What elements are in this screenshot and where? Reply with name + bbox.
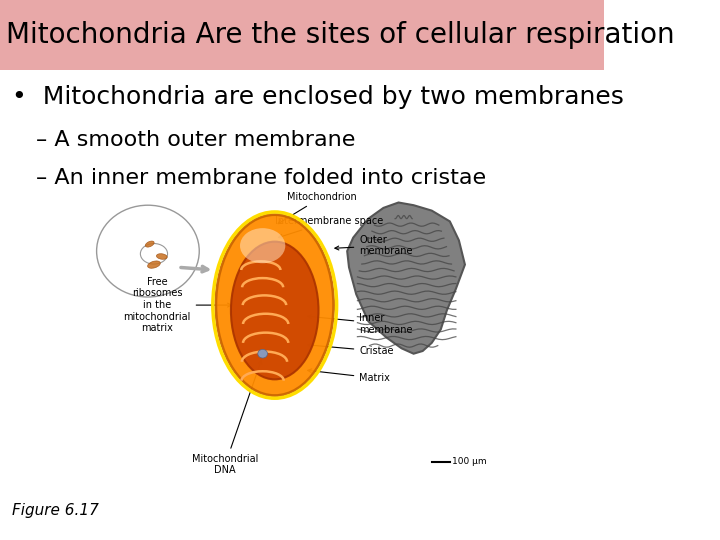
Text: Matrix: Matrix — [307, 369, 390, 383]
Text: Figure 6.17: Figure 6.17 — [12, 503, 99, 518]
FancyBboxPatch shape — [0, 0, 604, 70]
Ellipse shape — [240, 228, 285, 263]
Text: Intermembrane space: Intermembrane space — [275, 217, 383, 238]
Text: Outer
membrane: Outer membrane — [335, 235, 413, 256]
Ellipse shape — [216, 214, 333, 395]
Text: – A smooth outer membrane: – A smooth outer membrane — [36, 130, 356, 151]
Text: Mitochondrial
DNA: Mitochondrial DNA — [192, 360, 262, 475]
Ellipse shape — [156, 254, 167, 259]
Ellipse shape — [148, 261, 161, 268]
Circle shape — [258, 349, 268, 358]
Ellipse shape — [145, 241, 154, 247]
Text: Inner
membrane: Inner membrane — [307, 313, 413, 335]
Polygon shape — [347, 202, 465, 354]
Ellipse shape — [231, 241, 318, 379]
Text: •  Mitochondria are enclosed by two membranes: • Mitochondria are enclosed by two membr… — [12, 85, 624, 109]
Text: 100 μm: 100 μm — [451, 457, 486, 466]
Text: Mitochondria Are the sites of cellular respiration: Mitochondria Are the sites of cellular r… — [6, 21, 675, 49]
Text: Free
ribosomes
in the
mitochondrial
matrix: Free ribosomes in the mitochondrial matr… — [123, 277, 231, 333]
Text: Cristae: Cristae — [307, 343, 394, 356]
Text: – An inner membrane folded into cristae: – An inner membrane folded into cristae — [36, 168, 486, 188]
Text: Mitochondrion: Mitochondrion — [278, 192, 356, 224]
